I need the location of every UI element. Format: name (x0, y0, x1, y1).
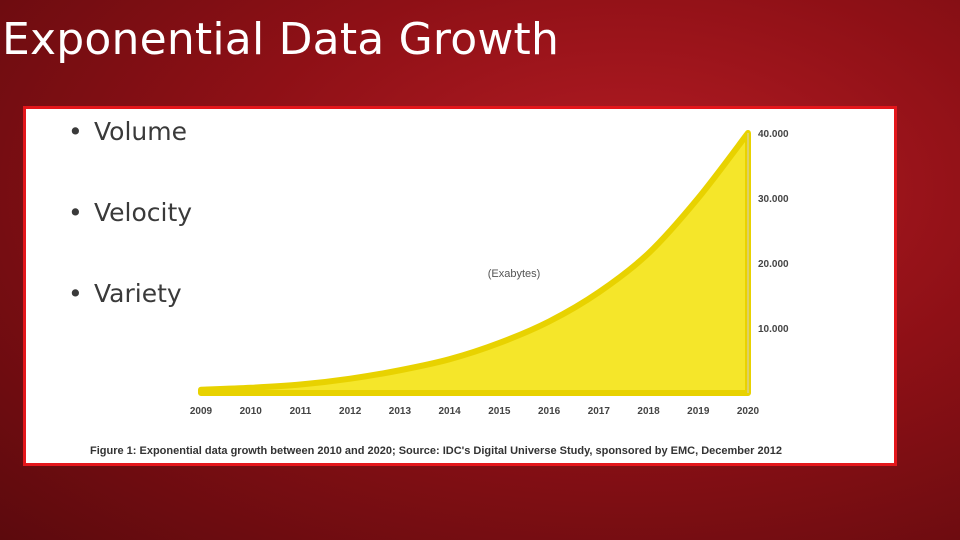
x-tick-label: 2009 (190, 406, 213, 417)
x-tick-label: 2017 (588, 406, 611, 417)
x-tick-label: 2020 (737, 406, 760, 417)
bullet-text: Velocity (94, 198, 193, 227)
x-tick-label: 2011 (290, 406, 312, 417)
x-tick-label: 2015 (488, 406, 511, 417)
x-tick-label: 2019 (687, 406, 710, 417)
slide-title: Exponential Data Growth (2, 14, 560, 65)
x-tick-label: 2012 (339, 406, 362, 417)
bullet-icon: • (68, 117, 83, 146)
x-tick-label: 2016 (538, 406, 561, 417)
growth-area (198, 130, 751, 396)
x-tick-label: 2013 (389, 406, 412, 417)
figure-caption: Figure 1: Exponential data growth betwee… (90, 445, 782, 457)
bullet-text: Variety (94, 279, 182, 308)
x-tick-label: 2018 (637, 406, 660, 417)
bullet-item: • Variety (62, 279, 182, 308)
y-tick-label: 30.000 (758, 194, 789, 205)
bullet-icon: • (68, 279, 83, 308)
x-tick-label: 2010 (240, 406, 263, 417)
content-panel: • Volume • Velocity • Variety 10.000 20.000 3… (23, 106, 897, 466)
y-tick-label: 10.000 (758, 324, 789, 335)
bullet-item: • Volume (62, 117, 187, 146)
unit-annotation: (Exabytes) (488, 268, 541, 280)
x-tick-label: 2014 (439, 406, 462, 417)
bullet-item: • Velocity (62, 198, 192, 227)
y-tick-label: 20.000 (758, 259, 789, 270)
bullet-icon: • (68, 198, 83, 227)
y-tick-label: 40.000 (758, 129, 789, 140)
data-growth-chart: 10.000 20.000 30.000 40.000 2009 2010 2011 2012… (190, 129, 789, 417)
bullet-text: Volume (94, 117, 187, 146)
